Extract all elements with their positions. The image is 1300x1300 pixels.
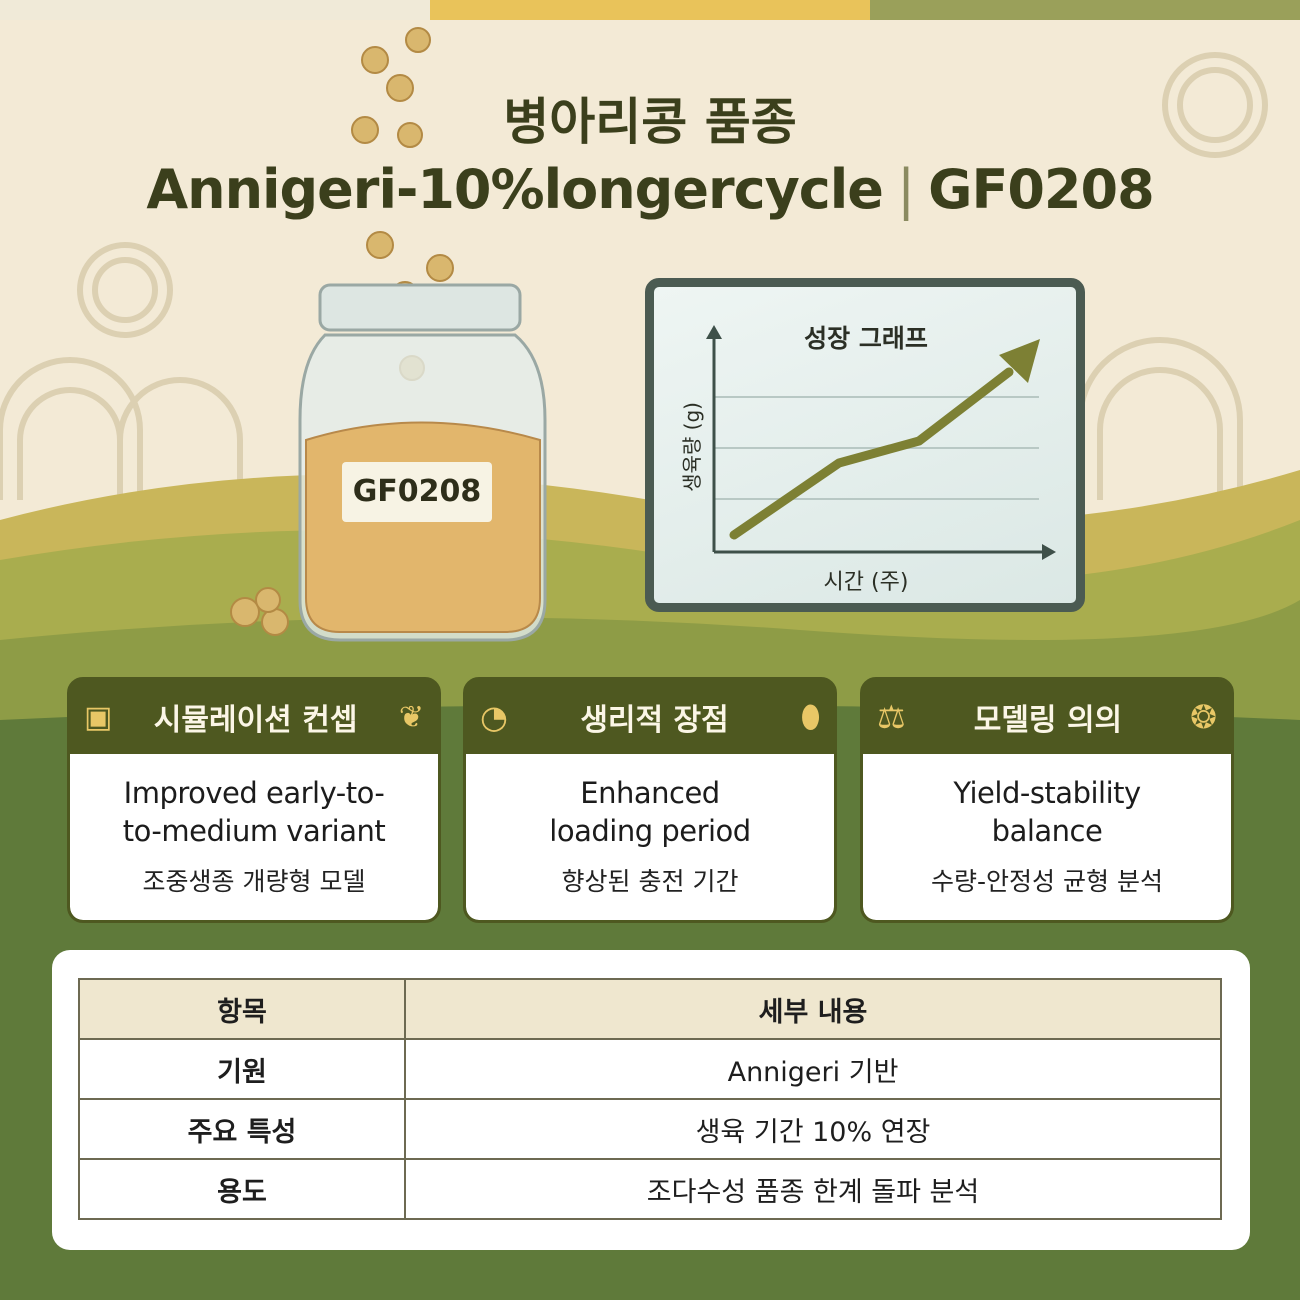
- row-key: 용도: [78, 1158, 406, 1220]
- header-item: 항목: [78, 978, 406, 1040]
- card-en-line: to-medium variant: [122, 814, 386, 848]
- card-simulation-concept: ▣ 시뮬레이션 컨셉 ❦ Improved early-to-to-medium v…: [67, 677, 441, 923]
- row-value: Annigeri 기반: [404, 1038, 1222, 1100]
- title-separator: |: [896, 158, 915, 221]
- card-ko: 수량-안정성 균형 분석: [931, 867, 1163, 896]
- card-en-line: loading period: [549, 814, 751, 848]
- row-value: 생육 기간 10% 연장: [404, 1098, 1222, 1160]
- card-ko: 조중생종 개량형 모델: [142, 867, 366, 896]
- table-row: 주요 특성 생육 기간 10% 연장: [78, 1098, 1222, 1160]
- card-title: 생리적 장점: [580, 703, 729, 738]
- x-axis-arrow: [1042, 544, 1056, 560]
- title-english: Annigeri-10%longercycle | GF0208: [0, 158, 1300, 221]
- growth-arrowhead: [999, 339, 1040, 383]
- row-key: 기원: [78, 1038, 406, 1100]
- chart-title: 성장 그래프: [804, 324, 928, 353]
- card-physiological-advantage: ◔ 생리적 장점 ⬮ Enhanced loading period 향상된 충전 기간: [463, 677, 837, 923]
- row-value: 조다수성 품종 한계 돌파 분석: [404, 1158, 1222, 1220]
- scale-icon: ⚖: [877, 698, 906, 736]
- card-title: 시뮬레이션 컨셉: [153, 703, 358, 738]
- table-header-row: 항목 세부 내용: [78, 978, 1222, 1040]
- table-row: 기원 Annigeri 기반: [78, 1038, 1222, 1100]
- row-key: 주요 특성: [78, 1098, 406, 1160]
- card-en-line: Yield-stability: [953, 776, 1141, 810]
- variety-code: GF0208: [928, 158, 1155, 221]
- variety-name: Annigeri-10%longercycle: [146, 158, 884, 221]
- growth-chart-panel: 성장 그래프 시간 (주) 생육량 (g): [645, 278, 1085, 612]
- jar-label: GF0208: [342, 462, 492, 522]
- y-axis-label: 생육량 (g): [680, 402, 704, 492]
- card-en-line: Enhanced: [580, 776, 720, 810]
- detail-table: 항목 세부 내용 기원 Annigeri 기반 주요 특성 생육 기간 10% 연장 …: [78, 978, 1222, 1220]
- sprout-icon: ❦: [398, 699, 424, 735]
- chip-icon: ▣: [84, 699, 113, 735]
- y-axis-arrow: [706, 325, 722, 339]
- pea-pod-icon: ⬮: [801, 699, 820, 735]
- card-title: 모델링 의의: [973, 703, 1123, 738]
- growth-line: [729, 367, 1014, 540]
- header-detail: 세부 내용: [404, 978, 1222, 1040]
- x-axis-label: 시간 (주): [824, 570, 909, 595]
- card-en-line: Improved early-to-: [123, 776, 385, 810]
- clock-icon: ◔: [480, 698, 508, 736]
- card-modeling-significance: ⚖ 모델링 의의 ❂ Yield-stability balance 수량-안정성 균형…: [860, 677, 1234, 923]
- card-ko: 향상된 충전 기간: [561, 867, 739, 896]
- arch-decoration: [0, 52, 1268, 500]
- table-row: 용도 조다수성 품종 한계 돌파 분석: [78, 1158, 1222, 1220]
- growth-chart: 성장 그래프 시간 (주) 생육량 (g): [680, 324, 1056, 595]
- title-korean: 병아리콩 품종: [503, 93, 797, 151]
- card-en-line: balance: [991, 814, 1103, 848]
- leaf-emblem-icon: ❂: [1190, 698, 1217, 736]
